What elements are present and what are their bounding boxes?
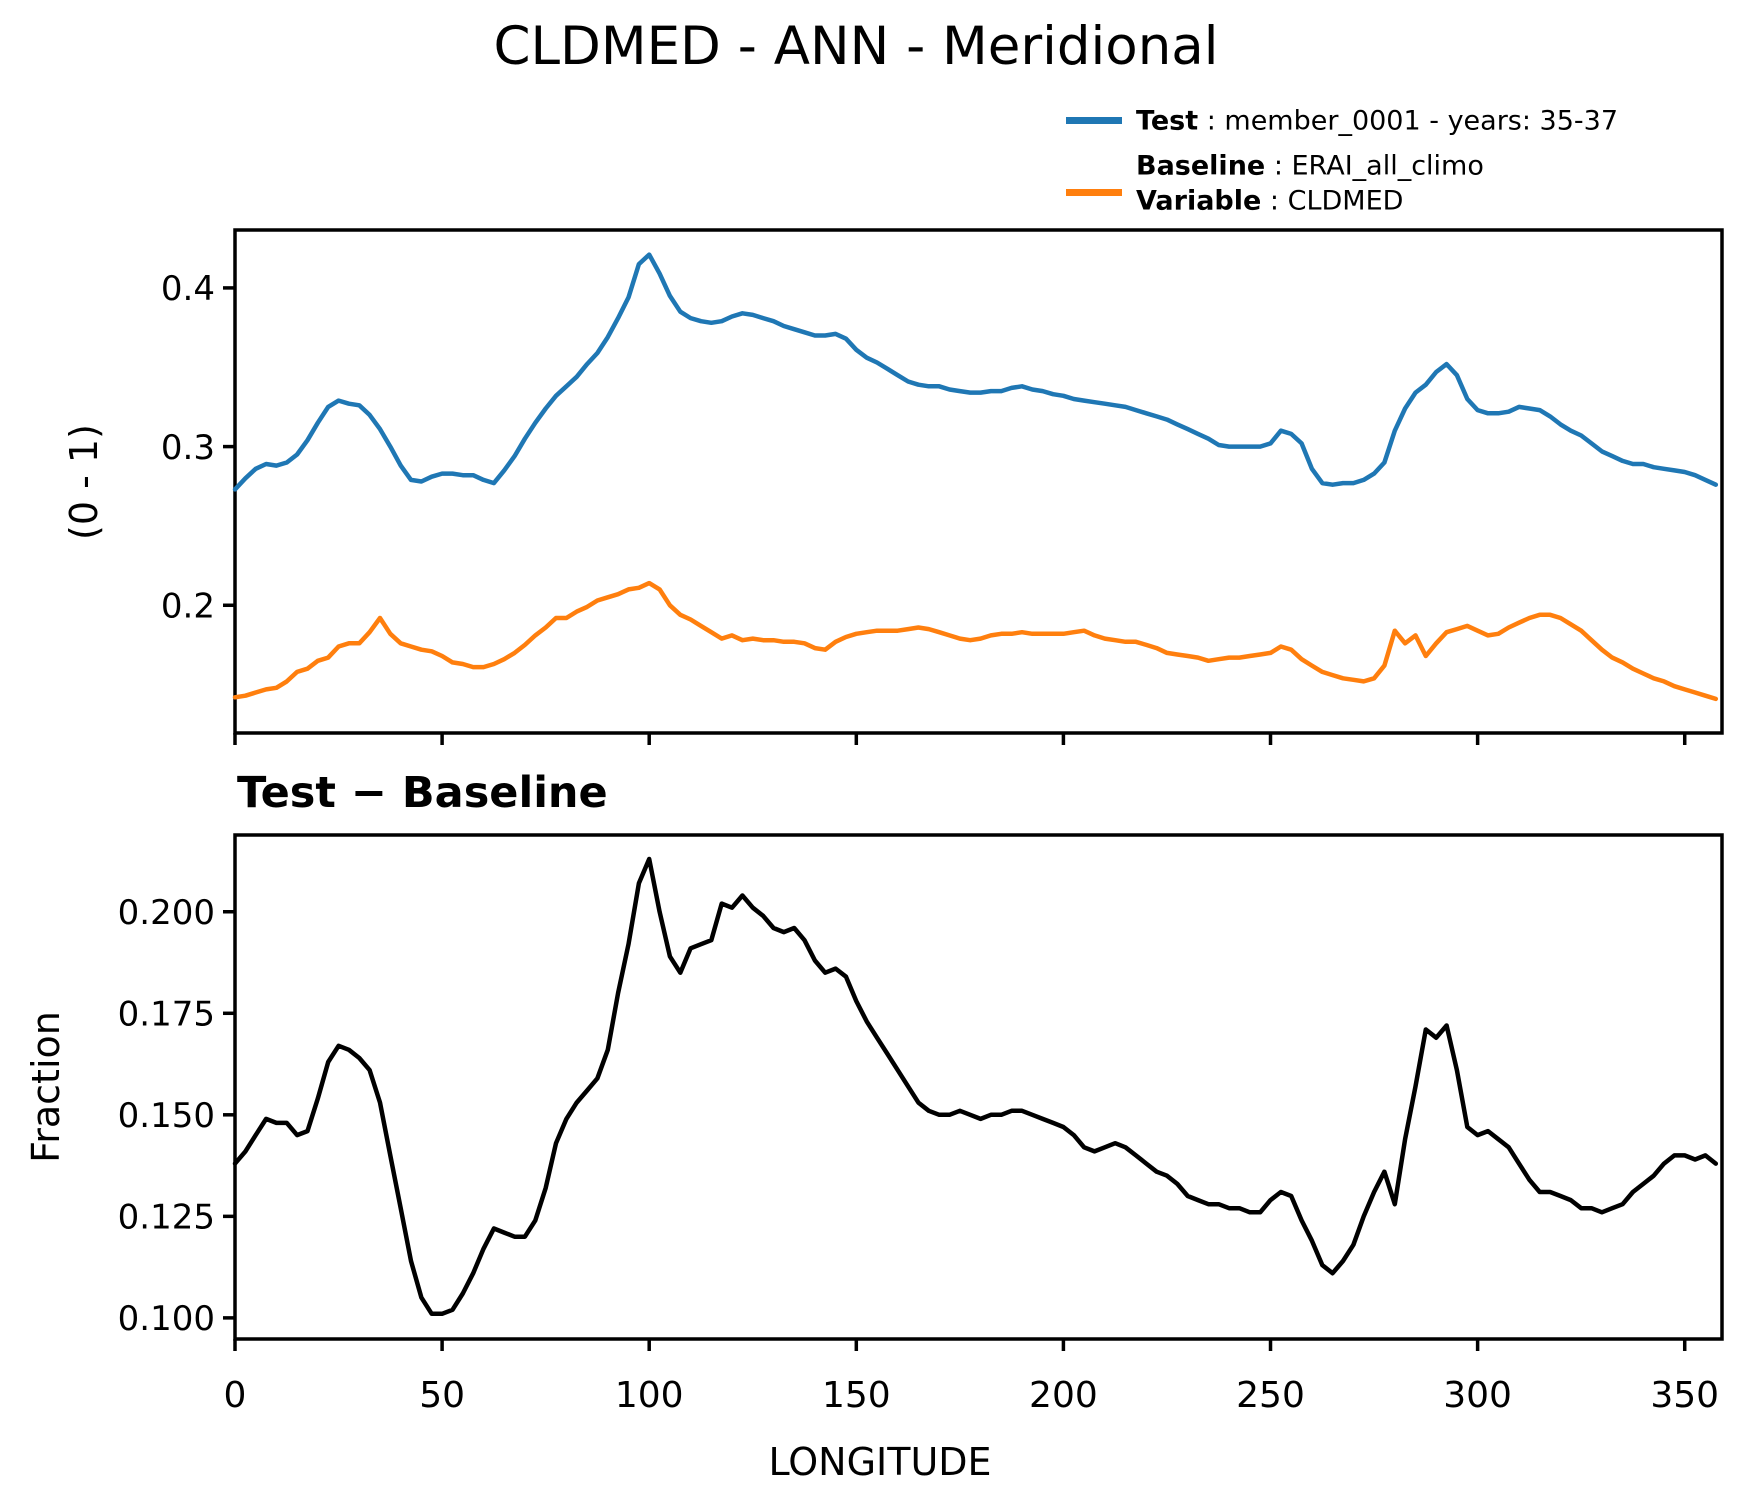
legend-label-variable-key: Variable <box>1136 185 1262 217</box>
x-tick-label: 250 <box>1236 1375 1305 1416</box>
legend-line-baseline-icon <box>1066 189 1122 196</box>
x-tick-label: 0 <box>224 1375 247 1416</box>
legend-label-baseline-key: Baseline <box>1136 150 1266 182</box>
legend-line-test-icon <box>1066 117 1122 124</box>
x-tick-label: 50 <box>419 1375 465 1416</box>
legend-label-test-value: : member_0001 - years: 35-37 <box>1198 105 1619 137</box>
x-axis-label: LONGITUDE <box>768 1440 992 1484</box>
legend-label-variable-value: : CLDMED <box>1261 185 1404 217</box>
y-tick-label: 0.200 <box>118 893 215 933</box>
legend-label-test: Test : member_0001 - years: 35-37 <box>1136 106 1618 137</box>
x-tick-label: 100 <box>615 1375 684 1416</box>
x-tick-label: 150 <box>822 1375 891 1416</box>
y-tick-label: 0.125 <box>118 1198 215 1238</box>
x-tick-label: 350 <box>1650 1375 1719 1416</box>
legend-label-baseline: Baseline : ERAI_all_climo <box>1136 151 1484 182</box>
legend-label-baseline-value: : ERAI_all_climo <box>1265 150 1484 182</box>
series-baseline-line <box>232 580 1719 702</box>
series-diff-line <box>232 856 1719 1317</box>
y-tick-label: 0.175 <box>118 995 215 1035</box>
legend-label-test-key: Test <box>1136 105 1199 137</box>
bottom-panel-title: Test − Baseline <box>237 768 608 818</box>
plot-area <box>233 833 1724 1341</box>
legend-label-variable: Variable : CLDMED <box>1136 186 1403 217</box>
x-tick-label: 300 <box>1443 1375 1512 1416</box>
series-test-line <box>232 252 1719 492</box>
bottom-panel-ylabel: Fraction <box>24 1011 68 1163</box>
y-tick-label: 0.3 <box>161 428 215 468</box>
y-tick-label: 0.2 <box>161 587 215 627</box>
y-tick-label: 0.100 <box>118 1299 215 1339</box>
top-panel-ylabel: (0 - 1) <box>62 424 106 540</box>
chart-title: CLDMED - ANN - Meridional <box>493 16 1219 77</box>
y-tick-label: 0.4 <box>161 269 215 309</box>
x-tick-label: 200 <box>1029 1375 1098 1416</box>
y-tick-label: 0.150 <box>118 1096 215 1136</box>
plot-area <box>233 228 1724 735</box>
